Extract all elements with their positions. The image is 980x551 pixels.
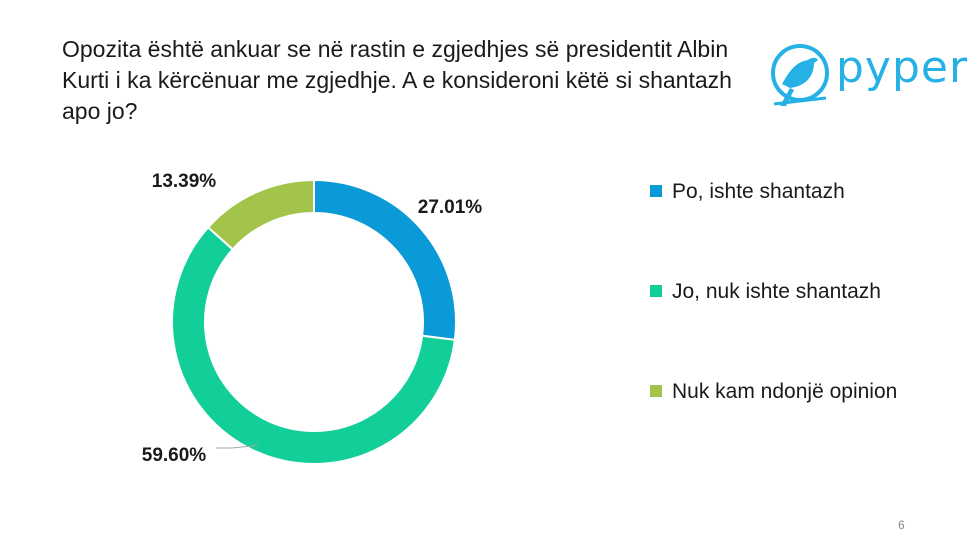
data-label-po: 27.01% — [418, 197, 483, 218]
legend-label-po: Po, ishte shantazh — [672, 180, 845, 203]
bird-logo-icon — [771, 44, 829, 106]
pyper-logo: pyper — [768, 40, 968, 112]
legend-swatch-nuk — [650, 385, 662, 397]
slide-title: Opozita është ankuar se në rastin e zgje… — [62, 36, 732, 124]
legend-swatch-po — [650, 185, 662, 197]
leader-line-jo — [216, 444, 258, 449]
data-label-jo: 59.60% — [142, 445, 207, 466]
donut-chart: 27.01% 59.60% 13.39% — [142, 171, 483, 466]
data-label-nuk: 13.39% — [152, 171, 217, 192]
legend-swatch-jo — [650, 285, 662, 297]
brand-name: pyper — [836, 42, 969, 93]
page-number: 6 — [898, 518, 905, 532]
slice-nuk — [206, 178, 315, 251]
slice-jo — [171, 225, 456, 465]
legend-label-nuk: Nuk kam ndonjë opinion — [672, 380, 898, 403]
legend-label-jo: Jo, nuk ishte shantazh — [672, 280, 881, 303]
